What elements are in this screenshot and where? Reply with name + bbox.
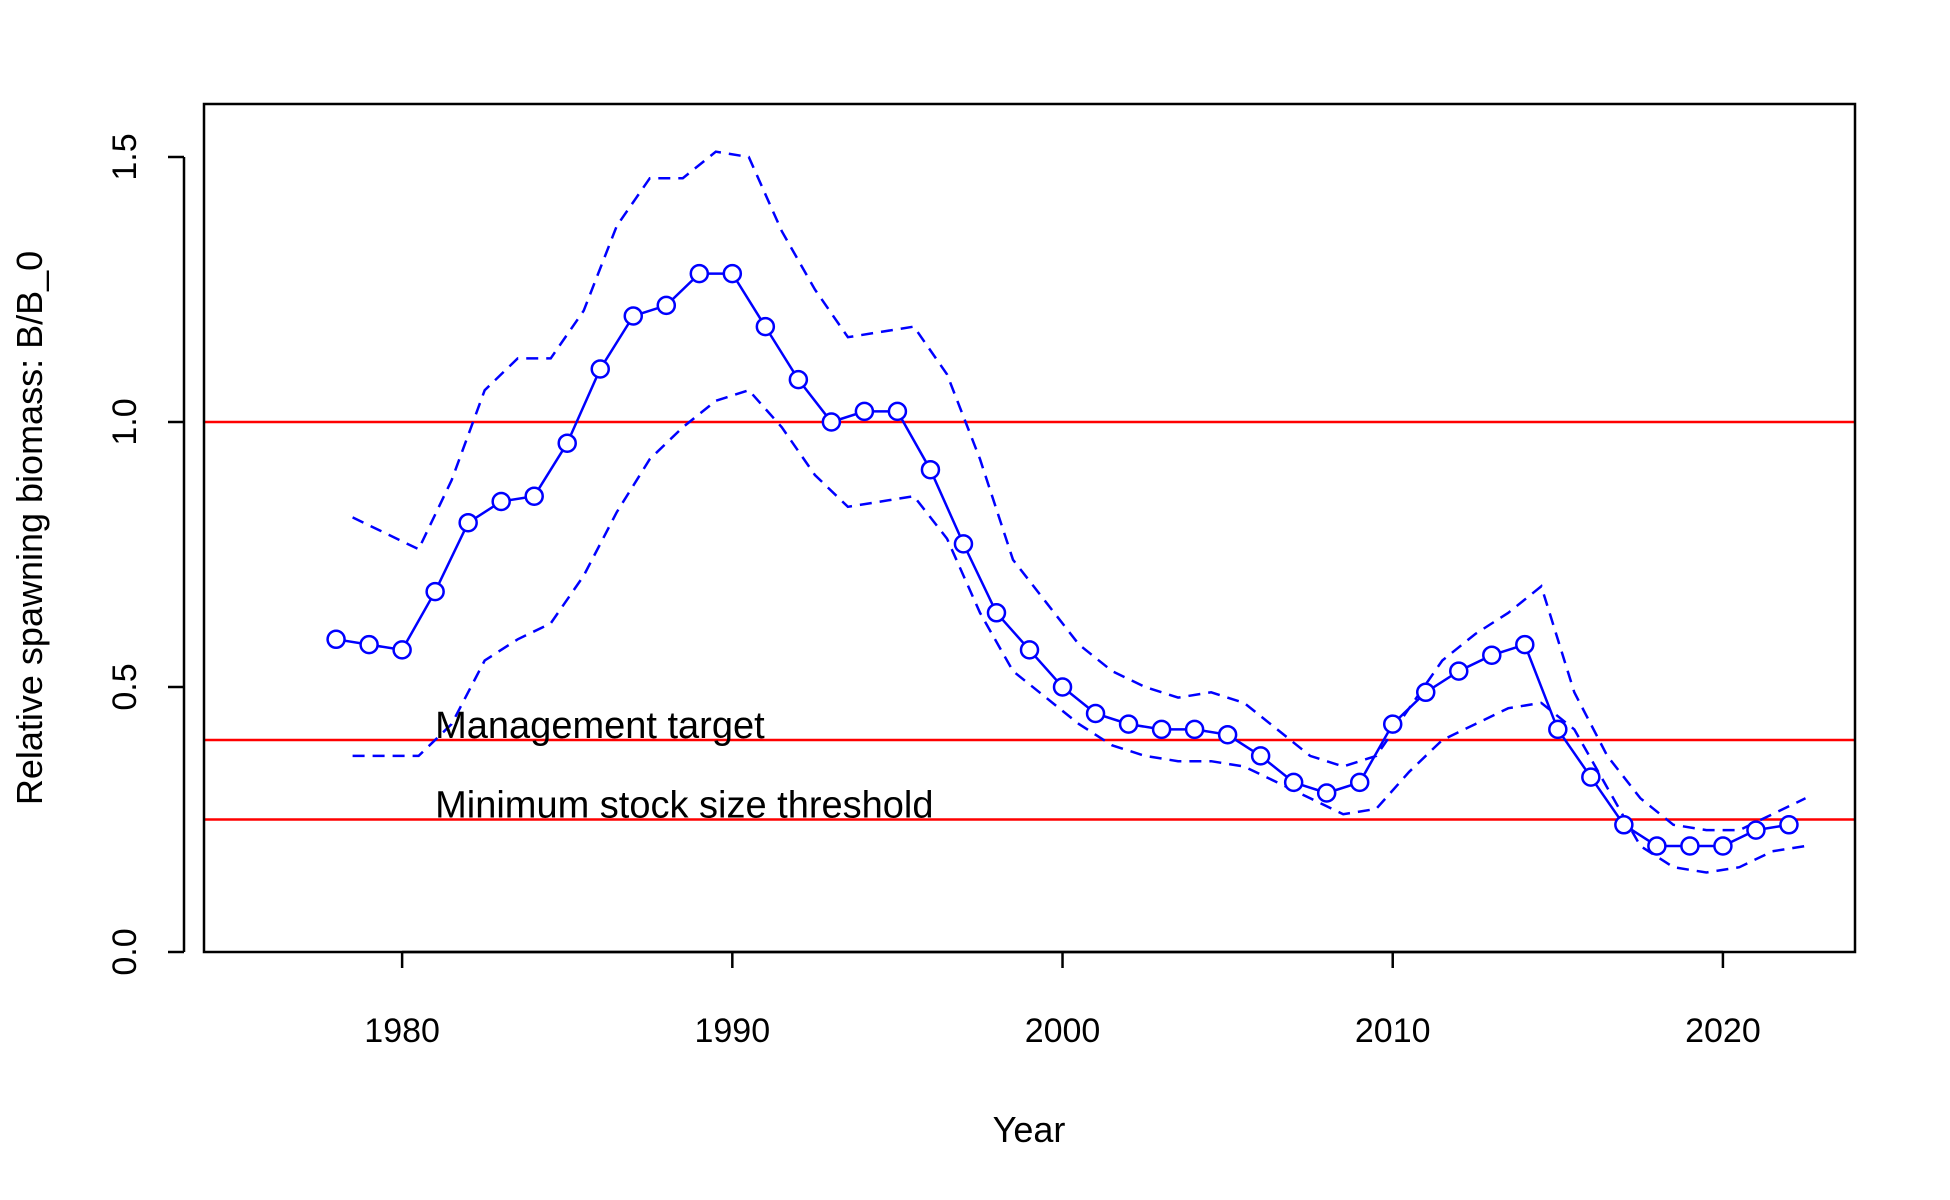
- annotations: Management target Minimum stock size thre…: [435, 705, 933, 827]
- data-point-1996: [920, 459, 941, 480]
- reference-lines: [204, 420, 1855, 821]
- data-point-2019: [1680, 836, 1700, 856]
- y-tick-label-0.0: 0.0: [106, 928, 144, 975]
- data-point-1986: [590, 359, 610, 379]
- data-point-1988: [656, 295, 677, 316]
- data-point-1985: [557, 433, 577, 453]
- data-point-1981: [425, 581, 445, 602]
- data-point-1984: [524, 486, 544, 506]
- data-point-1990: [722, 263, 743, 284]
- y-axis: 0.0 0.5 1.0 1.5: [106, 133, 186, 976]
- y-tick-label-1.0: 1.0: [106, 398, 144, 445]
- data-point-2007: [1283, 772, 1304, 793]
- data-point-2015: [1548, 719, 1568, 740]
- x-tick-label-1990: 1990: [694, 1012, 770, 1050]
- data-point-1995: [887, 401, 908, 422]
- data-point-1993: [821, 412, 842, 432]
- data-point-2013: [1482, 645, 1502, 665]
- data-point-2005: [1217, 724, 1238, 745]
- upper-bound-line: [352, 150, 1807, 832]
- y-tick-label-0.5: 0.5: [106, 663, 144, 710]
- y-tick-label-1.5: 1.5: [106, 133, 144, 180]
- data-point-2011: [1415, 682, 1436, 703]
- data-point-2017: [1614, 815, 1634, 835]
- series-layer: [326, 150, 1807, 874]
- data-point-1998: [986, 603, 1007, 623]
- data-point-2003: [1151, 719, 1172, 740]
- data-point-2022: [1779, 815, 1799, 835]
- data-point-2014: [1515, 634, 1535, 655]
- x-tick-label-2000: 2000: [1025, 1012, 1101, 1050]
- data-point-2000: [1052, 677, 1073, 697]
- y-axis-title: Relative spawning biomass: B/B_0: [9, 251, 50, 805]
- data-point-2020: [1713, 836, 1733, 856]
- data-point-1982: [458, 512, 478, 533]
- data-point-1989: [689, 263, 710, 284]
- annotation-1: Management target: [435, 705, 765, 747]
- annotation-2: Minimum stock size threshold: [435, 785, 933, 827]
- data-point-2021: [1746, 820, 1766, 840]
- data-point-2008: [1316, 783, 1337, 803]
- data-point-1979: [359, 634, 379, 655]
- data-point-1987: [623, 306, 644, 326]
- data-point-2001: [1085, 703, 1106, 724]
- data-point-1994: [854, 401, 875, 422]
- x-axis-title: Year: [993, 1109, 1066, 1150]
- lower-bound-line: [352, 388, 1806, 874]
- x-tick-label-2010: 2010: [1355, 1012, 1431, 1050]
- data-point-1991: [755, 316, 776, 337]
- data-point-1978: [326, 629, 346, 650]
- data-point-1983: [491, 491, 511, 512]
- data-point-2010: [1382, 714, 1403, 734]
- data-point-1992: [788, 369, 809, 390]
- data-point-1997: [953, 534, 974, 554]
- data-point-2004: [1184, 719, 1205, 740]
- data-point-2012: [1449, 661, 1469, 681]
- data-point-2018: [1647, 836, 1667, 856]
- data-point-1999: [1019, 640, 1040, 660]
- x-tick-label-2020: 2020: [1685, 1012, 1761, 1050]
- data-point-2009: [1349, 772, 1370, 793]
- x-axis: 1980 1990 2000 2010 2020: [364, 950, 1761, 1050]
- data-point-2002: [1118, 714, 1139, 734]
- data-point-2006: [1250, 746, 1271, 766]
- data-point-1980: [392, 640, 412, 660]
- x-tick-label-1980: 1980: [364, 1012, 440, 1050]
- data-point-2016: [1581, 767, 1601, 787]
